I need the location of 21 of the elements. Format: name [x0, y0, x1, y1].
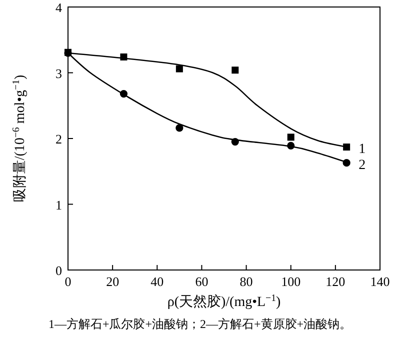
y-tick-label: 1: [56, 197, 62, 212]
x-axis-title: ρ(天然胶)/(mg•L$^{−1}$): [167, 292, 281, 310]
point: [176, 65, 183, 72]
point: [176, 124, 184, 132]
y-tick-label: 2: [56, 132, 62, 146]
x-tick-label: 60: [195, 274, 208, 289]
y-tick-label: 0: [56, 263, 62, 278]
x-tick-label: 140: [370, 274, 390, 289]
x-tick-label: 80: [240, 274, 253, 289]
point: [287, 134, 294, 141]
x-tick-label: 20: [106, 274, 120, 289]
point: [343, 144, 350, 151]
y-tick-label: 3: [56, 66, 62, 81]
text: 1—方解石+瓜尔胶+油酸钠；2—方解石+黄原胶+油酸钠。: [48, 317, 352, 331]
point: [232, 66, 239, 74]
x-tick-label: 100: [281, 274, 301, 289]
y-tick-label: 4: [56, 0, 62, 15]
x-tick-label: 120: [326, 274, 346, 289]
series-label: 1: [358, 142, 366, 158]
x-tick-label: 40: [150, 274, 164, 289]
series-label: 2: [358, 158, 366, 173]
